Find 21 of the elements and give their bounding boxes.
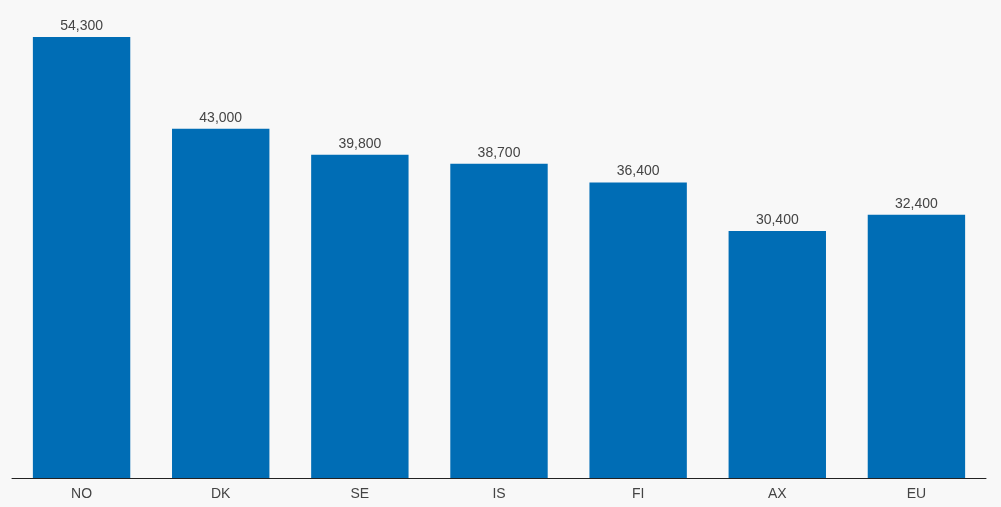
data-label: 39,800 [338, 134, 382, 151]
bar [450, 163, 548, 478]
bar [867, 214, 966, 478]
bar [311, 154, 409, 478]
bar [32, 37, 131, 478]
data-label: 36,400 [616, 162, 660, 179]
x-tick-label: NO [71, 485, 93, 501]
x-tick-label: AX [767, 485, 788, 501]
x-tick-label: FI [631, 485, 645, 501]
bar [728, 231, 826, 478]
data-label: 30,400 [755, 211, 799, 228]
x-tick-label: DK [210, 485, 232, 501]
data-label: 38,700 [477, 143, 521, 160]
x-tick-label: EU [906, 485, 927, 501]
data-label: 43,000 [199, 108, 243, 125]
data-label: 32,400 [895, 194, 939, 211]
data-label: 54,300 [60, 17, 104, 33]
bar [589, 182, 687, 478]
x-tick-label: SE [350, 485, 370, 501]
bar [172, 128, 270, 478]
x-tick-label: IS [492, 485, 506, 501]
